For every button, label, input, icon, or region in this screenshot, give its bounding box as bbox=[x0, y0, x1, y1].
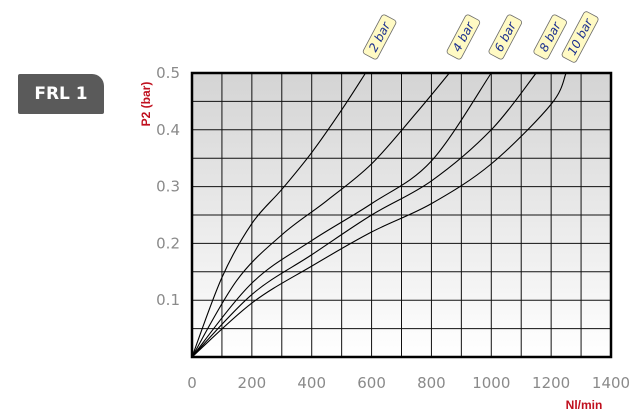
series-label-3: 6 bar bbox=[488, 14, 523, 60]
y-tick-label: 0.2 bbox=[156, 234, 180, 252]
x-tick-label: 800 bbox=[417, 374, 446, 392]
x-axis-label: Nl/min bbox=[566, 398, 603, 412]
x-tick-label: 1000 bbox=[472, 374, 510, 392]
series-label-text: 10 bar bbox=[565, 16, 596, 58]
x-tick-label: 1400 bbox=[592, 374, 630, 392]
series-label-5: 10 bar bbox=[561, 11, 599, 63]
series-line-2 bbox=[191, 72, 450, 358]
x-tick-label: 600 bbox=[357, 374, 386, 392]
series-label-box bbox=[561, 11, 599, 63]
plot-frame bbox=[190, 71, 613, 359]
chart-badge-label: FRL 1 bbox=[34, 84, 88, 104]
y-tick-label: 0.3 bbox=[156, 178, 180, 196]
series-label-box bbox=[446, 14, 481, 60]
series-label-2: 4 bar bbox=[446, 14, 481, 60]
series-line-5 bbox=[191, 72, 567, 358]
y-tick-label: 0.5 bbox=[156, 64, 180, 82]
x-tick-label: 200 bbox=[238, 374, 267, 392]
series-label-1: 2 bar bbox=[362, 14, 397, 60]
y-axis-label: P2 (bar) bbox=[139, 82, 153, 127]
x-tick-label: 0 bbox=[187, 374, 197, 392]
y-tick-label: 0.1 bbox=[156, 291, 180, 309]
x-tick-label: 400 bbox=[297, 374, 326, 392]
y-tick-label: 0.4 bbox=[156, 121, 180, 139]
series-label-box bbox=[362, 14, 397, 60]
series-line-3 bbox=[191, 72, 492, 358]
chart-badge: FRL 1 bbox=[18, 74, 104, 114]
series-line-4 bbox=[191, 72, 537, 358]
series-line-1 bbox=[191, 72, 367, 358]
series-label-box bbox=[488, 14, 523, 60]
x-tick-label: 1200 bbox=[532, 374, 570, 392]
series-label-box bbox=[533, 14, 567, 60]
